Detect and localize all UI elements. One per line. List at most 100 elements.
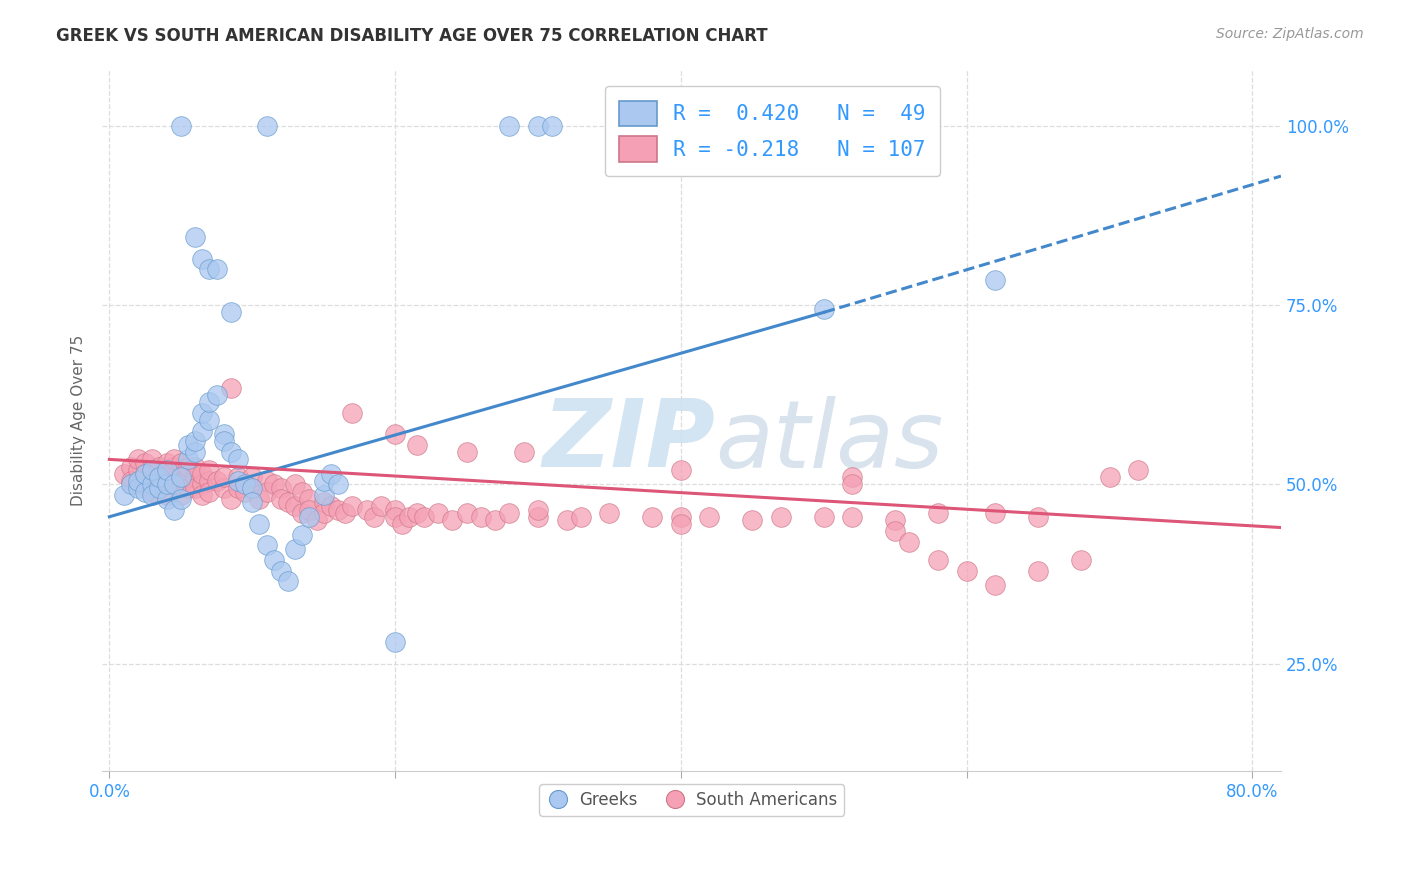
Point [141, 477, 163, 491]
Point [277, 574, 299, 589]
Point [363, 509, 385, 524]
Point [305, 513, 328, 527]
Point [384, 502, 406, 516]
Point [191, 467, 214, 481]
Point [170, 488, 193, 502]
Point [984, 578, 1007, 592]
Legend: Greeks, South Americans: Greeks, South Americans [540, 784, 844, 816]
Point [120, 459, 142, 474]
Point [898, 534, 921, 549]
Point [219, 445, 242, 459]
Point [984, 506, 1007, 520]
Point [141, 463, 163, 477]
Point [177, 459, 200, 474]
Point [813, 509, 835, 524]
Point [177, 438, 200, 452]
Point [155, 491, 177, 506]
Point [498, 506, 520, 520]
Point [184, 470, 207, 484]
Point [170, 477, 193, 491]
Point [326, 502, 349, 516]
Point [384, 509, 406, 524]
Point [148, 459, 170, 474]
Point [120, 477, 142, 491]
Point [219, 381, 242, 395]
Point [163, 477, 186, 491]
Point [277, 495, 299, 509]
Point [669, 463, 692, 477]
Y-axis label: Disability Age Over 75: Disability Age Over 75 [72, 334, 86, 506]
Point [148, 470, 170, 484]
Point [240, 470, 263, 484]
Point [141, 474, 163, 488]
Point [312, 506, 335, 520]
Point [669, 509, 692, 524]
Point [148, 481, 170, 495]
Point [427, 506, 450, 520]
Text: GREEK VS SOUTH AMERICAN DISABILITY AGE OVER 75 CORRELATION CHART: GREEK VS SOUTH AMERICAN DISABILITY AGE O… [56, 27, 768, 45]
Point [813, 301, 835, 316]
Point [163, 459, 186, 474]
Point [191, 252, 214, 266]
Point [226, 481, 249, 495]
Point [412, 509, 434, 524]
Point [191, 488, 214, 502]
Point [191, 406, 214, 420]
Point [284, 477, 307, 491]
Point [212, 481, 235, 495]
Point [319, 499, 342, 513]
Point [212, 470, 235, 484]
Point [270, 491, 292, 506]
Point [641, 509, 664, 524]
Point [256, 484, 278, 499]
Point [884, 524, 907, 538]
Point [205, 474, 228, 488]
Point [263, 553, 285, 567]
Point [312, 488, 335, 502]
Point [927, 553, 949, 567]
Point [527, 509, 550, 524]
Point [141, 488, 163, 502]
Point [270, 481, 292, 495]
Text: ZIP: ZIP [543, 395, 716, 487]
Point [291, 527, 314, 541]
Point [256, 474, 278, 488]
Text: atlas: atlas [716, 395, 943, 486]
Point [512, 445, 534, 459]
Point [240, 481, 263, 495]
Point [155, 477, 177, 491]
Point [226, 474, 249, 488]
Point [219, 305, 242, 319]
Point [1070, 553, 1092, 567]
Point [398, 509, 420, 524]
Point [170, 467, 193, 481]
Point [569, 509, 592, 524]
Point [233, 484, 256, 499]
Point [284, 499, 307, 513]
Point [484, 513, 506, 527]
Point [141, 452, 163, 467]
Point [984, 273, 1007, 287]
Point [184, 481, 207, 495]
Point [263, 477, 285, 491]
Point [198, 474, 221, 488]
Point [170, 456, 193, 470]
Point [163, 470, 186, 484]
Point [370, 499, 392, 513]
Point [927, 506, 949, 520]
Point [527, 119, 550, 133]
Point [184, 459, 207, 474]
Point [405, 438, 427, 452]
Point [191, 477, 214, 491]
Point [155, 467, 177, 481]
Point [312, 474, 335, 488]
Point [127, 474, 149, 488]
Point [127, 463, 149, 477]
Point [163, 452, 186, 467]
Point [205, 262, 228, 277]
Point [769, 509, 792, 524]
Point [177, 481, 200, 495]
Point [233, 477, 256, 491]
Point [155, 488, 177, 502]
Point [226, 452, 249, 467]
